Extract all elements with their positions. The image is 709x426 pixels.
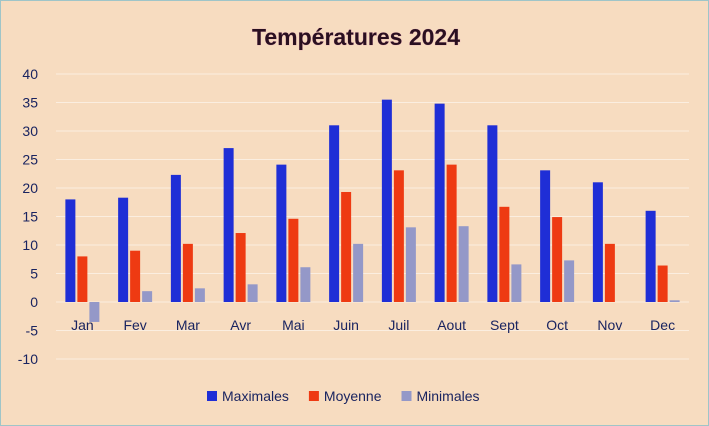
bar-maximales-fev (118, 197, 129, 302)
x-category-label: Mar (176, 317, 200, 333)
bar-maximales-sept (487, 125, 498, 302)
legend-swatch-moyenne (308, 391, 319, 401)
y-tick-label: 35 (22, 95, 38, 111)
x-category-label: Mai (282, 317, 305, 333)
y-tick-label: 20 (22, 180, 38, 196)
x-category-label: Fev (123, 317, 146, 333)
bar-moyenne-dec (657, 265, 668, 302)
legend: Maximales Moyenne Minimales (207, 388, 480, 404)
bar-maximales-dec (645, 210, 656, 302)
legend-label-minimales: Minimales (417, 388, 480, 404)
y-tick-label: -5 (26, 323, 39, 339)
y-tick-label: 5 (30, 266, 38, 282)
y-axis-ticks: -10 -5 0 5 10 15 20 25 30 35 40 (18, 66, 38, 367)
bar-maximales-nov (592, 182, 603, 302)
y-tick-label: 10 (22, 237, 38, 253)
y-tick-label: 30 (22, 123, 38, 139)
bar-moyenne-mar (182, 243, 193, 302)
legend-swatch-maximales (207, 391, 217, 401)
bar-moyenne-avr (235, 233, 246, 302)
x-category-label: Nov (597, 317, 622, 333)
x-category-label: Dec (650, 317, 675, 333)
legend-swatch-minimales (401, 391, 412, 401)
bar-minimales-mai (300, 267, 311, 302)
y-tick-label: 15 (22, 209, 38, 225)
bar-minimales-sept (511, 264, 522, 302)
bar-minimales-mar (194, 288, 205, 302)
bar-minimales-juin (353, 243, 364, 302)
bar-moyenne-jan (77, 256, 88, 302)
bar-moyenne-oct (552, 217, 563, 302)
x-category-label: Juil (388, 317, 409, 333)
x-category-label: Oct (546, 317, 568, 333)
bar-moyenne-juin (341, 191, 352, 302)
x-category-label: Juin (333, 317, 359, 333)
bar-maximales-oct (540, 170, 551, 302)
bar-maximales-avr (223, 148, 234, 302)
bar-moyenne-nov (604, 243, 615, 302)
y-tick-label: -10 (18, 351, 38, 367)
bar-minimales-oct (564, 260, 575, 302)
x-category-label: Sept (490, 317, 519, 333)
bar-minimales-juil (405, 227, 416, 302)
x-category-label: Avr (230, 317, 251, 333)
y-tick-label: 0 (30, 294, 38, 310)
bars (65, 99, 680, 322)
bar-minimales-jan (89, 302, 100, 322)
y-tick-label: 40 (22, 66, 38, 82)
bar-minimales-fev (142, 291, 153, 302)
bar-maximales-jan (65, 199, 76, 302)
bar-moyenne-aout (446, 164, 457, 302)
x-category-label: Aout (437, 317, 466, 333)
bar-minimales-avr (247, 284, 258, 302)
bar-minimales-aout (458, 226, 469, 302)
legend-label-maximales: Maximales (222, 388, 289, 404)
bar-maximales-juil (381, 99, 392, 303)
bar-moyenne-juil (393, 170, 404, 302)
bar-maximales-aout (434, 103, 445, 302)
bar-maximales-mai (276, 164, 287, 302)
bar-moyenne-mai (288, 218, 299, 302)
bar-minimales-dec (669, 300, 680, 302)
bar-maximales-mar (170, 174, 181, 302)
y-tick-label: 25 (22, 152, 38, 168)
x-axis-labels: Jan Fev Mar Avr Mai Juin Juil Aout Sept Oct Nov Dec (71, 317, 675, 333)
bar-maximales-juin (329, 125, 340, 302)
chart-title: Températures 2024 (252, 24, 460, 50)
x-category-label: Jan (71, 317, 94, 333)
gridlines (56, 73, 689, 360)
bar-moyenne-fev (130, 250, 141, 302)
legend-label-moyenne: Moyenne (324, 388, 382, 404)
bar-moyenne-sept (499, 206, 510, 302)
